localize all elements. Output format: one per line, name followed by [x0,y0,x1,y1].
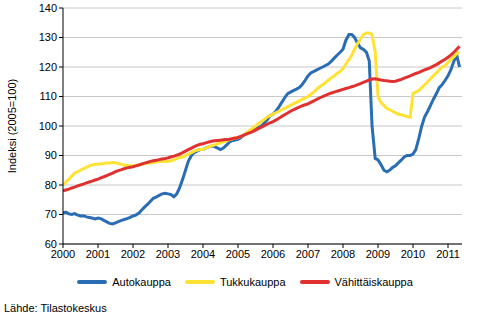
svg-text:70: 70 [45,208,57,220]
svg-text:2004: 2004 [191,248,215,260]
svg-text:2003: 2003 [156,248,180,260]
svg-text:2005: 2005 [226,248,250,260]
svg-text:2011: 2011 [436,248,460,260]
svg-text:130: 130 [39,31,57,43]
svg-text:2002: 2002 [121,248,145,260]
svg-text:2008: 2008 [331,248,355,260]
svg-text:90: 90 [45,149,57,161]
svg-text:110: 110 [39,90,57,102]
svg-text:Indeksi (2005=100): Indeksi (2005=100) [8,79,18,173]
html-text:Vähittäiskauppa: Vähittäiskauppa [334,276,413,288]
html-text:Autokauppa: Autokauppa [112,276,171,288]
svg-text:2000: 2000 [50,247,76,260]
svg-text:120: 120 [39,61,57,73]
svg-text:80: 80 [45,179,57,191]
svg-text:2001: 2001 [86,248,110,260]
svg-text:2009: 2009 [366,248,390,260]
html-text:Tukkukauppa: Tukkukauppa [219,276,286,288]
svg-text:2007: 2007 [296,248,320,260]
svg-text:60: 60 [45,238,57,250]
svg-text:2010: 2010 [401,248,425,260]
svg-text:140: 140 [39,2,57,14]
html-text:Lähde: Tilastokeskus: Lähde: Tilastokeskus [4,302,107,314]
svg-text:2006: 2006 [261,248,285,260]
svg-text:100: 100 [39,120,57,132]
